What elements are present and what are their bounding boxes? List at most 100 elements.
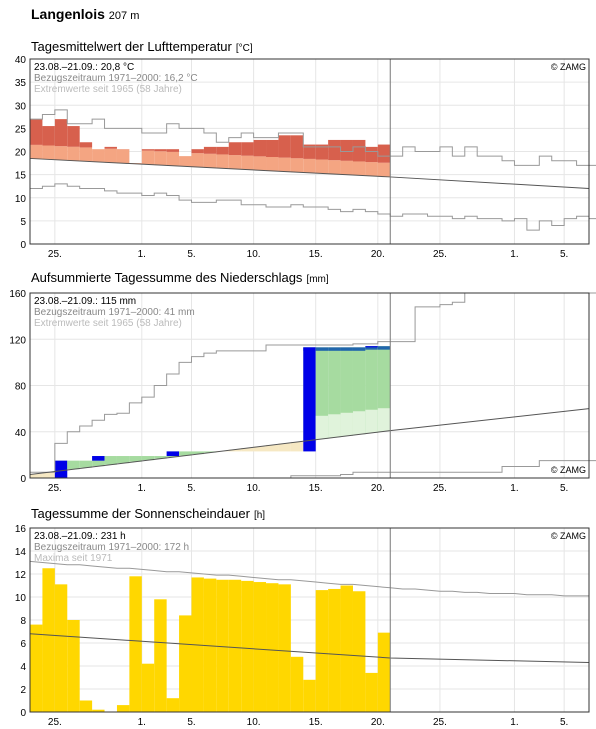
temp-band-bar (303, 158, 316, 173)
temp-excess-bar (253, 139, 267, 157)
chart-title: Tagesmittelwert der Lufttemperatur [°C] (31, 39, 253, 54)
y-tick-label: 0 (20, 240, 26, 251)
plot-frame (29, 58, 590, 245)
sunshine-bar (141, 663, 155, 712)
sunshine-bar (154, 599, 167, 712)
temp-band-bar (241, 155, 254, 170)
precip-light-band (328, 414, 341, 438)
extreme-max-line (30, 109, 596, 166)
sunshine-bar (179, 615, 192, 712)
reference-line (29, 633, 590, 664)
precip-excess-top (365, 346, 378, 350)
temp-band-bar (116, 149, 130, 164)
chart-unit: [°C] (236, 43, 253, 54)
precip-excess-top (340, 347, 353, 351)
x-tick-label: 10. (247, 483, 261, 494)
sunshine-bar (253, 582, 267, 712)
sunshine-bar (315, 590, 329, 712)
x-tick-label: 1. (510, 483, 518, 494)
temp-band-bar (315, 159, 329, 174)
temp-excess-bar (340, 139, 353, 161)
temp-band-bar (154, 151, 167, 166)
chart-unit: [mm] (306, 274, 328, 285)
temp-excess-bar (42, 126, 55, 146)
temp-band-bar (216, 154, 229, 169)
x-tick-label: 1. (510, 717, 518, 728)
sunshine-bar (42, 568, 55, 712)
precip-daily-bar (92, 456, 105, 461)
x-tick-label: 25. (48, 249, 62, 260)
x-tick-label: 5. (187, 717, 195, 728)
sunshine-bar (377, 632, 391, 712)
precip-deficit-area (30, 473, 43, 478)
precip-deficit-area (253, 446, 267, 452)
temp-band-bar (67, 146, 80, 161)
extreme-min-line (30, 183, 596, 231)
temp-band-bar (328, 160, 341, 175)
maxima-line (29, 560, 589, 597)
credit-label: © ZAMG (551, 465, 586, 475)
x-tick-label: 25. (433, 717, 447, 728)
y-tick-label: 120 (9, 335, 26, 346)
x-tick-label: 5. (560, 249, 568, 260)
x-tick-label: 15. (309, 249, 323, 260)
sunshine-bar (228, 579, 242, 712)
temp-band-bar (179, 156, 192, 167)
temp-excess-bar (67, 126, 80, 147)
temp-band-bar (266, 157, 279, 171)
chart-title: Tagessumme der Sonnenscheindauer [h] (31, 506, 265, 521)
precip-light-band (315, 415, 329, 439)
precip-deficit-area (266, 444, 279, 452)
plot-frame (29, 292, 590, 479)
temp-band-bar (253, 156, 267, 171)
temp-band-bar (42, 145, 55, 160)
precip-deficit-area (278, 443, 291, 452)
precip-excess-area (129, 456, 142, 462)
temp-band-bar (79, 147, 93, 162)
y-tick-label: 0 (20, 474, 26, 485)
precip-excess-top (328, 347, 341, 351)
x-tick-label: 25. (433, 249, 447, 260)
info-reference: Bezugszeitraum 1971–2000: 16,2 °C (34, 73, 198, 84)
temp-excess-bar (328, 139, 341, 161)
precip-daily-bar (365, 346, 378, 348)
x-tick-label: 25. (48, 483, 62, 494)
precip-deficit-area (241, 448, 254, 452)
x-tick-label: 5. (187, 483, 195, 494)
y-tick-label: 0 (20, 708, 26, 719)
temp-band-bar (54, 146, 68, 161)
sunshine-bar (92, 709, 105, 712)
temp-band-bar (141, 150, 155, 165)
temp-excess-bar (154, 149, 167, 152)
sunshine-bar (266, 583, 279, 712)
temp-band-bar (290, 158, 304, 173)
credit-label: © ZAMG (551, 531, 586, 541)
temp-excess-bar (278, 135, 291, 158)
temp-excess-bar (191, 149, 204, 154)
y-tick-label: 16 (15, 524, 27, 535)
x-tick-label: 15. (309, 717, 323, 728)
precip-deficit-area (290, 441, 304, 452)
x-tick-label: 20. (371, 717, 385, 728)
sunshine-bar (290, 656, 304, 712)
precip-excess-area (79, 460, 93, 468)
precip-daily-bar (54, 460, 68, 478)
y-tick-label: 25 (15, 124, 27, 135)
temp-band-bar (92, 149, 105, 162)
extreme-max-line (30, 292, 596, 473)
y-tick-label: 10 (15, 593, 27, 604)
temp-band-bar (191, 153, 204, 168)
temp-band-bar (104, 148, 117, 163)
info-period: 23.08.–21.09.: 115 mm (34, 296, 136, 307)
credit-label: © ZAMG (551, 62, 586, 72)
precip-excess-area (154, 456, 167, 459)
chart-unit: [h] (254, 510, 265, 521)
temp-excess-bar (216, 146, 229, 155)
sunshine-bar (67, 620, 80, 712)
plot-frame (29, 527, 590, 713)
station-altitude: 207 m (108, 10, 140, 22)
info-reference: Bezugszeitraum 1971–2000: 41 mm (34, 307, 195, 318)
temp-excess-bar (228, 142, 242, 156)
precip-light-band (377, 408, 391, 432)
info-period: 23.08.–21.09.: 20,8 °C (34, 62, 134, 73)
